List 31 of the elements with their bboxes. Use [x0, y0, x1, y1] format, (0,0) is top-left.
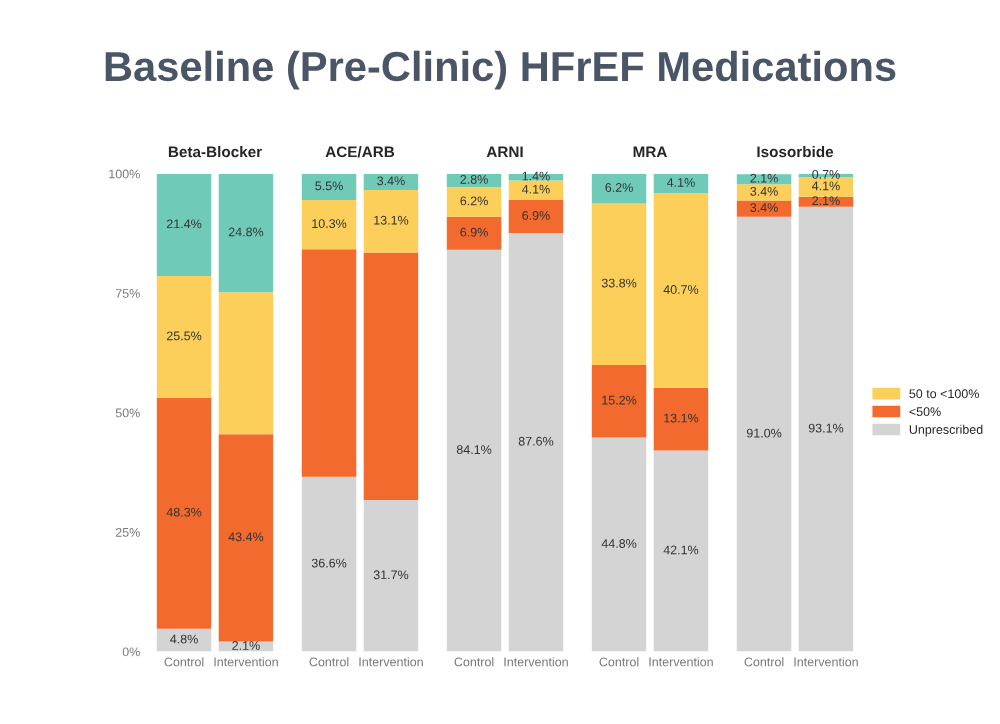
bar	[736, 174, 792, 185]
bar	[591, 203, 647, 365]
bar	[156, 173, 212, 277]
bar	[446, 216, 502, 250]
bar	[591, 173, 647, 204]
bar	[218, 434, 274, 642]
bar	[301, 249, 357, 477]
bar	[653, 450, 709, 652]
bar	[363, 252, 419, 501]
bar	[363, 190, 419, 253]
bar	[736, 184, 792, 201]
text: Baseline (Pre-Clinic) HFrEF Medications	[105, 50, 896, 90]
bar	[798, 177, 854, 197]
bar	[218, 173, 274, 293]
bar	[156, 276, 212, 398]
bar	[156, 628, 212, 652]
bar	[736, 200, 792, 217]
bar	[591, 437, 647, 652]
bar	[446, 187, 502, 217]
bar	[653, 193, 709, 388]
bar	[591, 364, 647, 438]
bar	[301, 173, 357, 201]
bar	[508, 200, 564, 234]
bar	[653, 387, 709, 451]
bar	[508, 180, 564, 201]
bar	[653, 173, 709, 194]
bar	[301, 200, 357, 250]
bar	[218, 292, 274, 435]
bar	[156, 397, 212, 629]
bar	[301, 476, 357, 652]
bar	[363, 500, 419, 652]
